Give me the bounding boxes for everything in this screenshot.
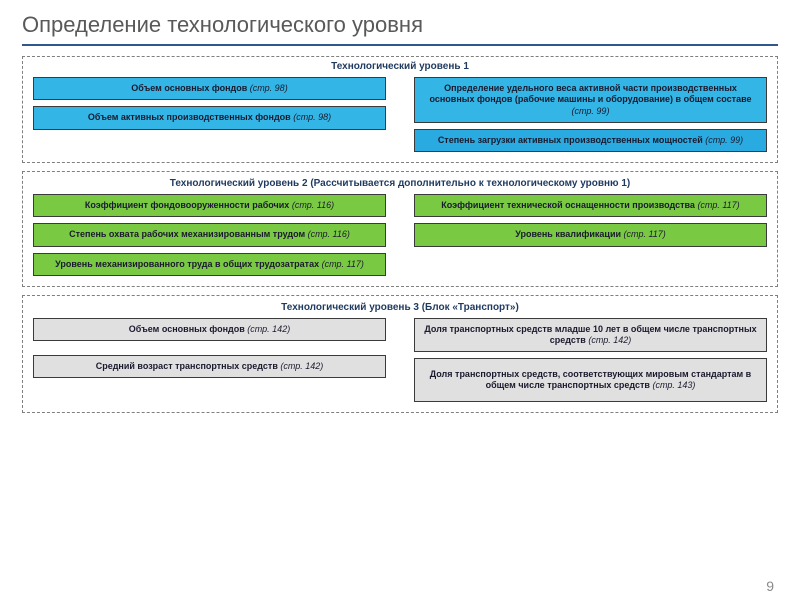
box-ref: (стр. 117) [697,200,739,210]
section-cols: Объем основных фондов (стр. 98) Объем ак… [33,77,767,152]
page-number: 9 [766,578,774,594]
box-item: Коэффициент фондовооруженности рабочих (… [33,194,386,217]
box-text: Коэффициент технической оснащенности про… [441,200,695,210]
box-ref: (стр. 98) [293,112,331,122]
section-title: Технологический уровень 1 [33,61,767,73]
box-ref: (стр. 142) [588,335,631,345]
box-ref: (стр. 142) [247,324,290,334]
box-text: Степень охвата рабочих механизированным … [69,229,305,239]
slide: Определение технологического уровня Техн… [0,0,800,600]
box-text: Уровень механизированного труда в общих … [55,259,319,269]
page-title: Определение технологического уровня [22,12,778,38]
section-level-1: Технологический уровень 1 Объем основных… [22,56,778,163]
box-ref: (стр. 116) [308,229,350,239]
box-item: Уровень квалификации (стр. 117) [414,223,767,246]
section-level-3: Технологический уровень 3 (Блок «Транспо… [22,295,778,414]
box-ref: (стр. 98) [250,83,288,93]
section-cols: Объем основных фондов (стр. 142) Средний… [33,318,767,403]
box-item: Коэффициент технической оснащенности про… [414,194,767,217]
box-ref: (стр. 99) [572,106,610,116]
box-text: Доля транспортных средств, соответствующ… [430,369,751,390]
box-item: Степень охвата рабочих механизированным … [33,223,386,246]
title-rule [22,44,778,46]
box-text: Уровень квалификации [515,229,621,239]
col-right: Определение удельного веса активной част… [414,77,767,152]
box-item: Объем активных производственных фондов (… [33,106,386,129]
box-text: Объем активных производственных фондов [88,112,291,122]
box-ref: (стр. 117) [624,229,666,239]
box-ref: (стр. 142) [280,361,323,371]
box-text: Объем основных фондов [129,324,245,334]
box-item: Объем основных фондов (стр. 98) [33,77,386,100]
box-item: Доля транспортных средств младше 10 лет … [414,318,767,353]
section-cols: Коэффициент фондовооруженности рабочих (… [33,194,767,276]
col-left: Объем основных фондов (стр. 142) Средний… [33,318,386,403]
box-ref: (стр. 143) [652,380,695,390]
section-title: Технологический уровень 3 (Блок «Транспо… [33,302,767,314]
section-title: Технологический уровень 2 (Рассчитываетс… [33,178,767,190]
box-text: Определение удельного веса активной част… [429,83,751,104]
box-item: Степень загрузки активных производственн… [414,129,767,152]
box-ref: (стр. 99) [705,135,743,145]
box-item: Определение удельного веса активной част… [414,77,767,123]
box-ref: (стр. 116) [292,200,334,210]
col-right: Доля транспортных средств младше 10 лет … [414,318,767,403]
box-ref: (стр. 117) [322,259,364,269]
box-item: Средний возраст транспортных средств (ст… [33,355,386,378]
col-right: Коэффициент технической оснащенности про… [414,194,767,276]
box-text: Объем основных фондов [131,83,247,93]
col-left: Коэффициент фондовооруженности рабочих (… [33,194,386,276]
box-item: Доля транспортных средств, соответствующ… [414,358,767,402]
box-item: Объем основных фондов (стр. 142) [33,318,386,341]
box-text: Коэффициент фондовооруженности рабочих [85,200,289,210]
box-text: Средний возраст транспортных средств [96,361,278,371]
col-left: Объем основных фондов (стр. 98) Объем ак… [33,77,386,152]
box-item: Уровень механизированного труда в общих … [33,253,386,276]
section-level-2: Технологический уровень 2 (Рассчитываетс… [22,171,778,287]
box-text: Степень загрузки активных производственн… [438,135,703,145]
